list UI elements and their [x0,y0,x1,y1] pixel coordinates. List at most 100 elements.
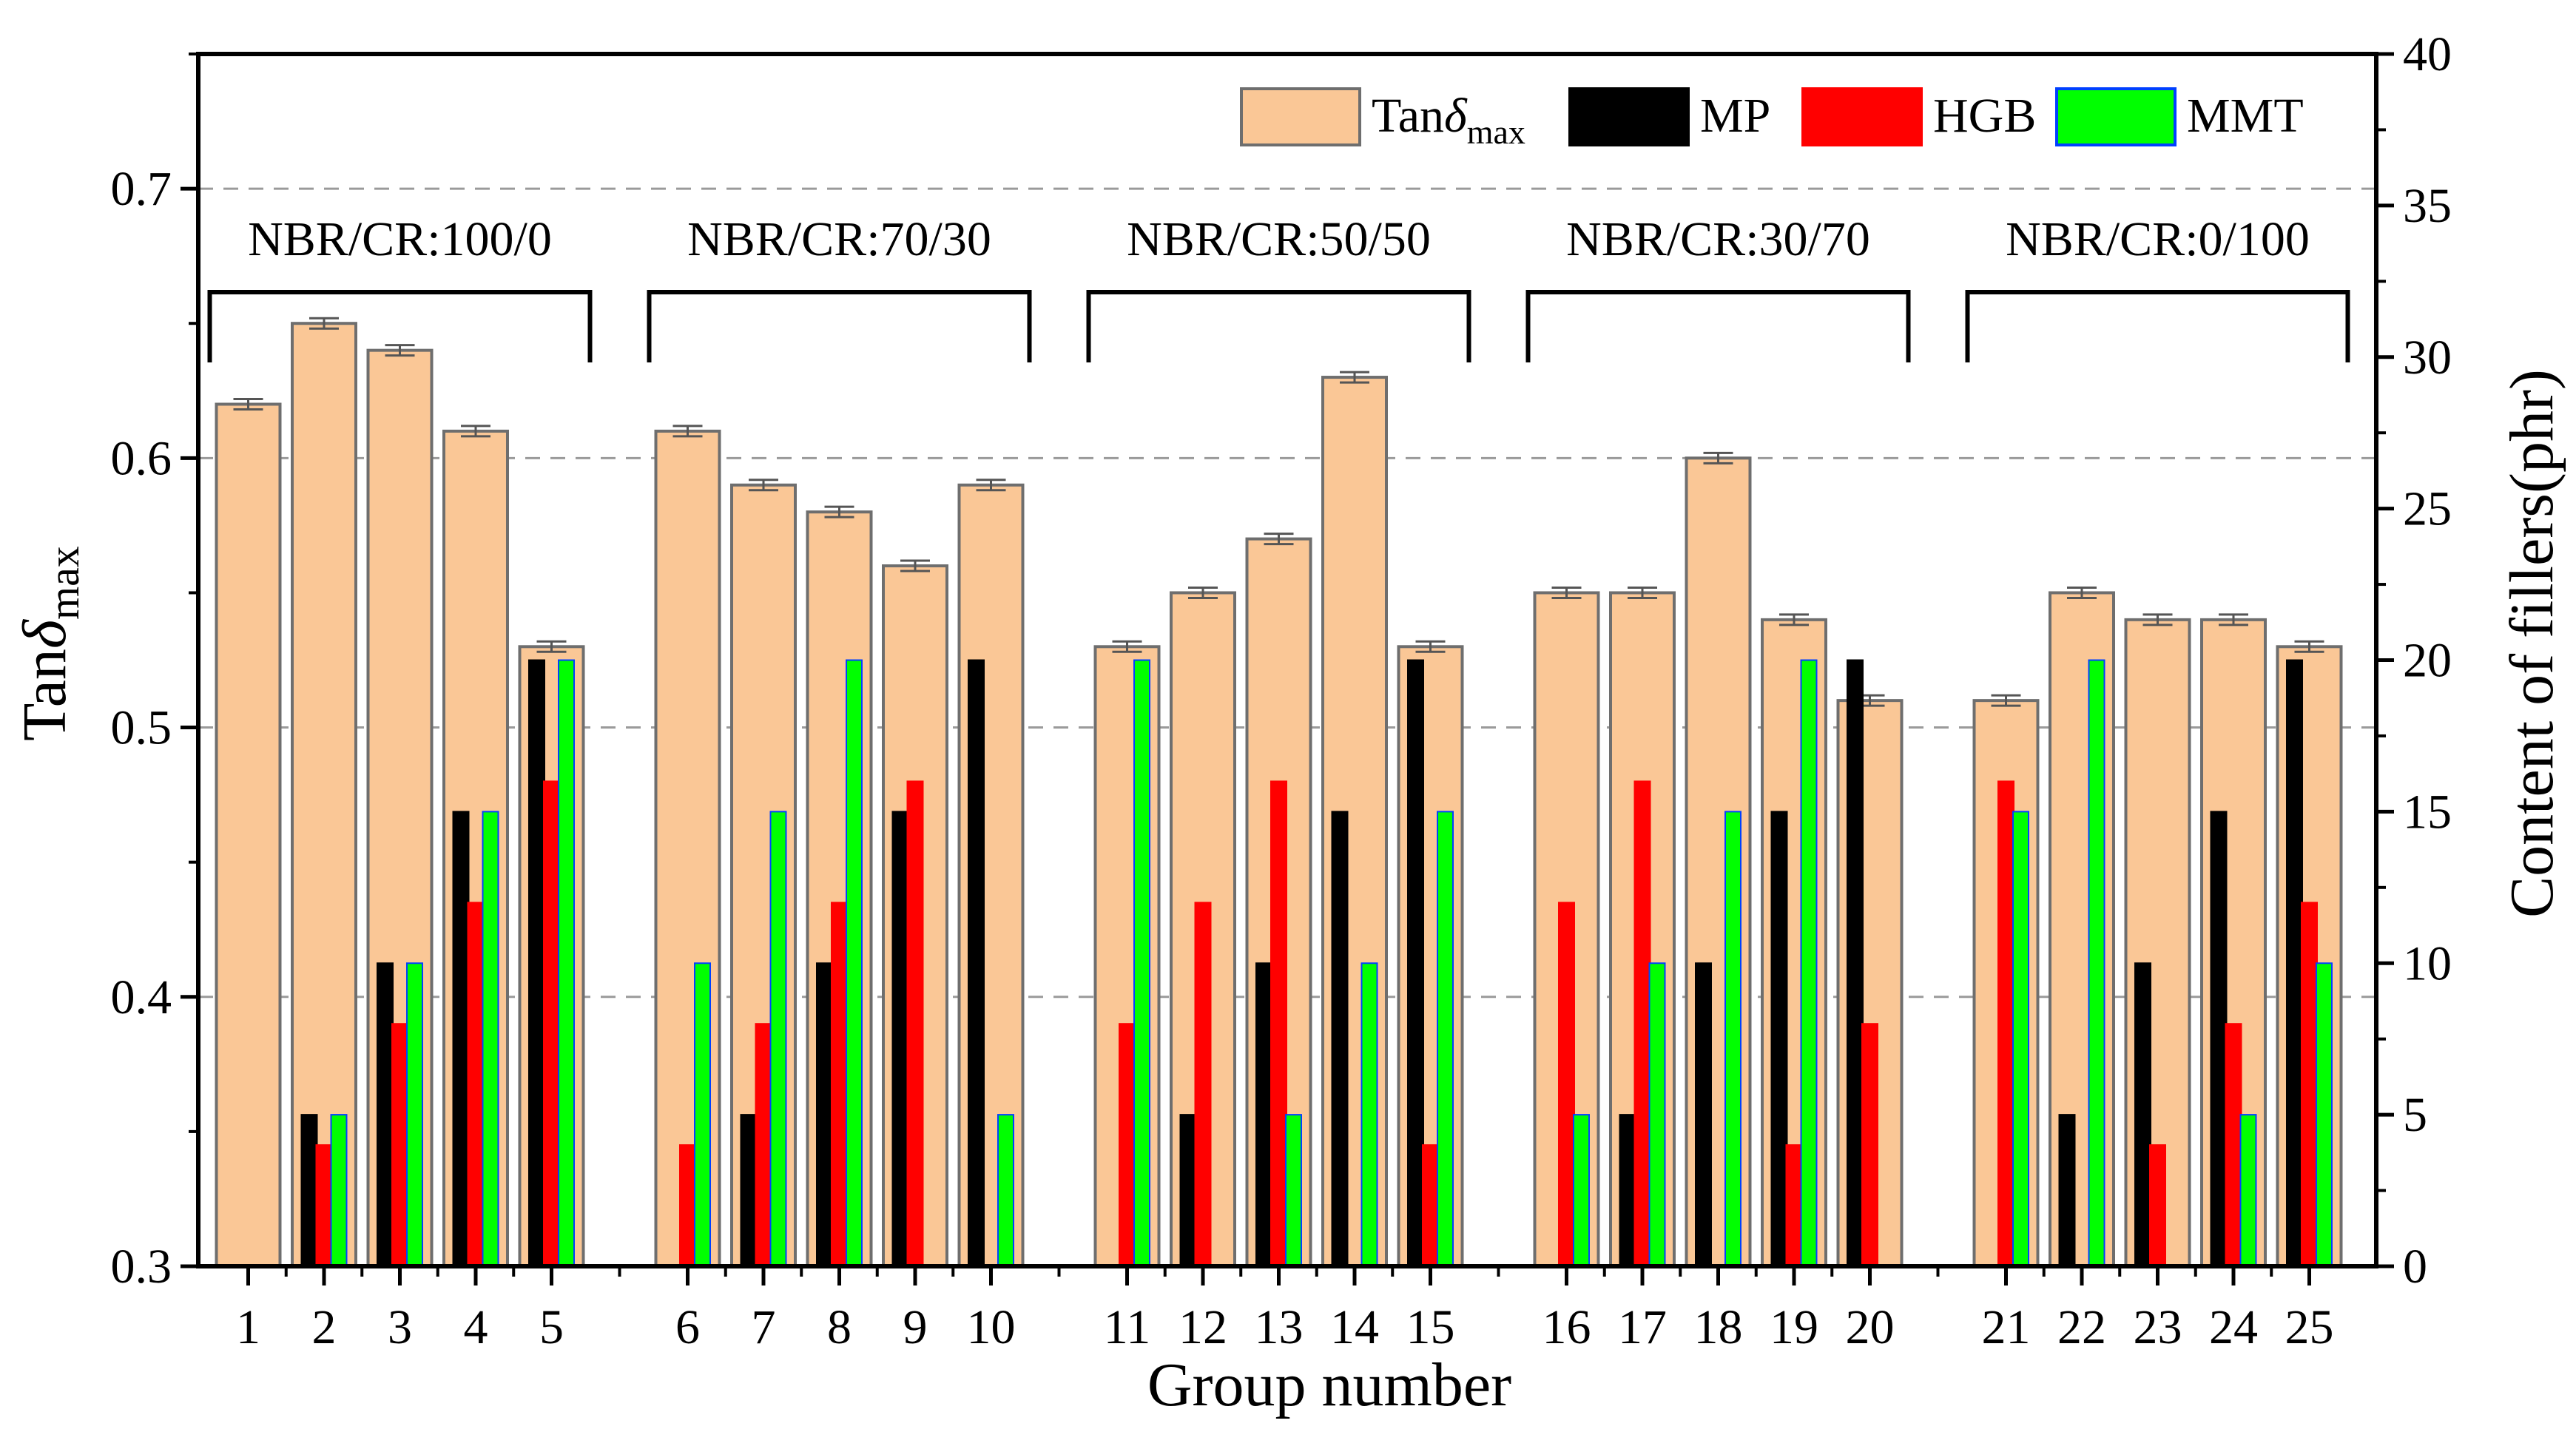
mp-content-bar [1770,811,1788,1267]
x-tick-label: 23 [2134,1300,2182,1354]
legend-swatch [1801,87,1923,146]
tan-delta-bar [215,402,282,1268]
y-left-tick-label: 0.7 [111,162,172,216]
y-left-tick-label: 0.5 [111,701,172,755]
legend-swatch [1568,87,1690,146]
mmt-content-bar [1724,811,1742,1267]
mp-content-bar [2210,811,2228,1267]
group-label: NBR/CR:30/70 [1566,212,1870,266]
x-tick-label: 22 [2057,1300,2106,1354]
y-right-tick-label: 0 [2403,1240,2427,1294]
hgb-content-bar [1119,1023,1136,1267]
hgb-content-bar [755,1023,772,1267]
mp-content-bar [1847,659,1864,1267]
mmt-content-bar [2088,659,2105,1267]
hgb-content-bar [1997,780,2014,1267]
mp-content-bar [816,962,833,1267]
y-right-tick-label: 25 [2403,482,2452,536]
x-tick-label: 8 [827,1300,852,1354]
x-tick-label: 11 [1104,1300,1151,1354]
mp-content-bar [1331,811,1349,1267]
mmt-content-bar [1285,1114,1302,1267]
group-bracket [207,290,593,362]
x-tick-label: 16 [1542,1300,1591,1354]
mp-content-bar [1407,659,1424,1267]
x-tick-label: 1 [236,1300,260,1354]
y-right-tick-label: 10 [2403,936,2452,990]
group-label: NBR/CR:0/100 [2006,212,2310,266]
hgb-content-bar [2225,1023,2242,1267]
x-tick-label: 25 [2285,1300,2334,1354]
x-tick-label: 19 [1770,1300,1818,1354]
hgb-content-bar [1422,1144,1439,1267]
hgb-content-bar [391,1023,408,1267]
group-bracket [1965,290,2350,362]
mp-content-bar [528,659,545,1267]
mp-content-bar [1619,1114,1636,1267]
y-axis-right-title: Content of fillers(phr) [2498,369,2566,918]
group-brackets: NBR/CR:100/0 NBR/CR:70/30 NBR/CR:50/50 NBR/… [207,212,2350,362]
mp-content-bar [2134,962,2151,1267]
mmt-content-bar [482,811,499,1267]
mp-content-bar [1695,962,1712,1267]
x-tick-label: 13 [1255,1300,1304,1354]
x-tick-label: 7 [752,1300,776,1354]
x-tick-label: 15 [1406,1300,1455,1354]
group-bracket [1525,290,1911,362]
mp-content-bar [968,659,985,1267]
mmt-content-bar [1437,811,1454,1267]
group-label: NBR/CR:100/0 [248,212,552,266]
hgb-content-bar [1558,902,1575,1268]
hgb-content-bar [315,1144,333,1267]
legend-label: MMT [2187,89,2304,143]
mp-content-bar [300,1114,318,1267]
mp-content-bar [377,962,394,1267]
x-tick-label: 5 [539,1300,564,1354]
y-left-tick-label: 0.6 [111,431,172,485]
mmt-content-bar [2316,962,2333,1267]
hgb-content-bar [1785,1144,1803,1267]
mmt-content-bar [2012,811,2029,1267]
hgb-content-bar [467,902,485,1268]
legend-label: HGB [1933,89,2036,143]
x-tick-label: 21 [1982,1300,2031,1354]
x-tick-label: 18 [1694,1300,1743,1354]
x-tick-label: 17 [1618,1300,1667,1354]
group-label: NBR/CR:50/50 [1127,212,1431,266]
x-tick-label: 10 [967,1300,1016,1354]
mmt-content-bar [769,811,787,1267]
y-axis-left-title: Tanδmax [10,546,88,741]
mp-content-bar [1179,1114,1197,1267]
x-tick-label: 9 [903,1300,928,1354]
mp-content-bar [1255,962,1272,1267]
mmt-content-bar [2239,1114,2257,1267]
y-right-tick-label: 40 [2403,27,2452,81]
x-tick-label: 14 [1330,1300,1379,1354]
mp-content-bar [2058,1114,2076,1267]
mmt-content-bar [1573,1114,1590,1267]
y-right-tick-label: 30 [2403,331,2452,385]
mp-content-bar [2286,659,2303,1267]
mmt-content-bar [846,659,863,1267]
mmt-content-bar [1361,962,1378,1267]
mmt-content-bar [1133,659,1150,1267]
y-right-tick-label: 35 [2403,179,2452,233]
bars [215,317,2343,1268]
x-axis-title: Group number [1147,1351,1511,1419]
group-bracket [647,290,1032,362]
mmt-content-bar [997,1114,1014,1267]
hgb-content-bar [679,1144,696,1267]
legend-swatch [1240,87,1361,146]
mp-content-bar [740,1114,758,1267]
hgb-content-bar [2301,902,2318,1268]
legend-label: MP [1700,89,1770,143]
hgb-content-bar [2149,1144,2166,1267]
hgb-content-bar [1861,1023,1878,1267]
legend-swatch [2055,87,2177,146]
mp-content-bar [452,811,470,1267]
x-tick-label: 2 [312,1300,337,1354]
x-tick-label: 4 [464,1300,488,1354]
x-tick-label: 24 [2209,1300,2258,1354]
